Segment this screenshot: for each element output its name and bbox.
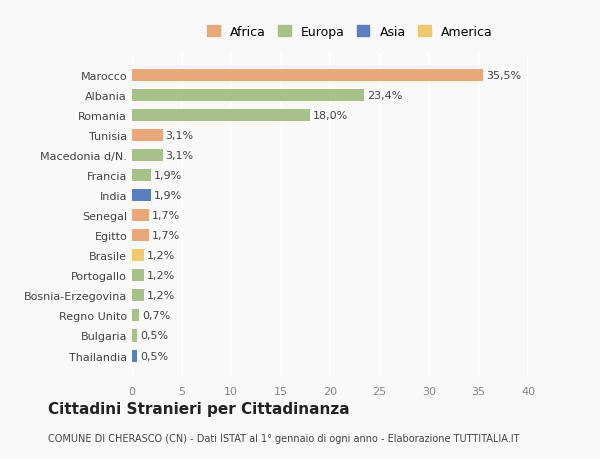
Text: 0,7%: 0,7% <box>142 311 170 321</box>
Text: Cittadini Stranieri per Cittadinanza: Cittadini Stranieri per Cittadinanza <box>48 401 350 416</box>
Legend: Africa, Europa, Asia, America: Africa, Europa, Asia, America <box>201 20 499 45</box>
Bar <box>132 310 139 322</box>
Bar <box>132 110 310 122</box>
Text: 1,9%: 1,9% <box>154 191 182 201</box>
Text: 23,4%: 23,4% <box>367 91 402 101</box>
Bar <box>132 290 144 302</box>
Bar <box>132 90 364 102</box>
Bar <box>132 250 144 262</box>
Bar <box>132 70 484 82</box>
Bar <box>132 170 151 182</box>
Text: 0,5%: 0,5% <box>140 351 168 361</box>
Text: 18,0%: 18,0% <box>313 111 349 121</box>
Text: COMUNE DI CHERASCO (CN) - Dati ISTAT al 1° gennaio di ogni anno - Elaborazione T: COMUNE DI CHERASCO (CN) - Dati ISTAT al … <box>48 433 520 442</box>
Text: 1,2%: 1,2% <box>147 291 175 301</box>
Text: 0,5%: 0,5% <box>140 331 168 341</box>
Bar <box>132 130 163 142</box>
Bar <box>132 210 149 222</box>
Bar <box>132 230 149 242</box>
Bar <box>132 190 151 202</box>
Text: 35,5%: 35,5% <box>487 71 521 81</box>
Bar <box>132 270 144 282</box>
Text: 3,1%: 3,1% <box>166 131 194 141</box>
Text: 1,7%: 1,7% <box>152 211 180 221</box>
Text: 1,2%: 1,2% <box>147 251 175 261</box>
Bar <box>132 350 137 362</box>
Text: 1,7%: 1,7% <box>152 231 180 241</box>
Bar <box>132 330 137 342</box>
Bar <box>132 150 163 162</box>
Text: 3,1%: 3,1% <box>166 151 194 161</box>
Text: 1,2%: 1,2% <box>147 271 175 281</box>
Text: 1,9%: 1,9% <box>154 171 182 181</box>
